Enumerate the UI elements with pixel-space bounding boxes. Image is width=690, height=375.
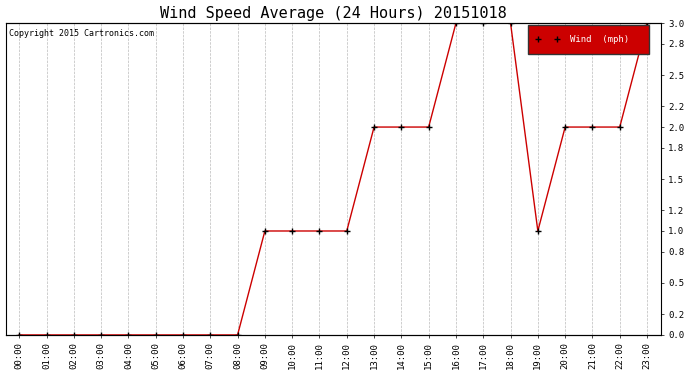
FancyBboxPatch shape [528, 25, 649, 54]
Text: Wind  (mph): Wind (mph) [570, 35, 629, 44]
Title: Wind Speed Average (24 Hours) 20151018: Wind Speed Average (24 Hours) 20151018 [160, 6, 506, 21]
Text: Copyright 2015 Cartronics.com: Copyright 2015 Cartronics.com [9, 29, 154, 38]
